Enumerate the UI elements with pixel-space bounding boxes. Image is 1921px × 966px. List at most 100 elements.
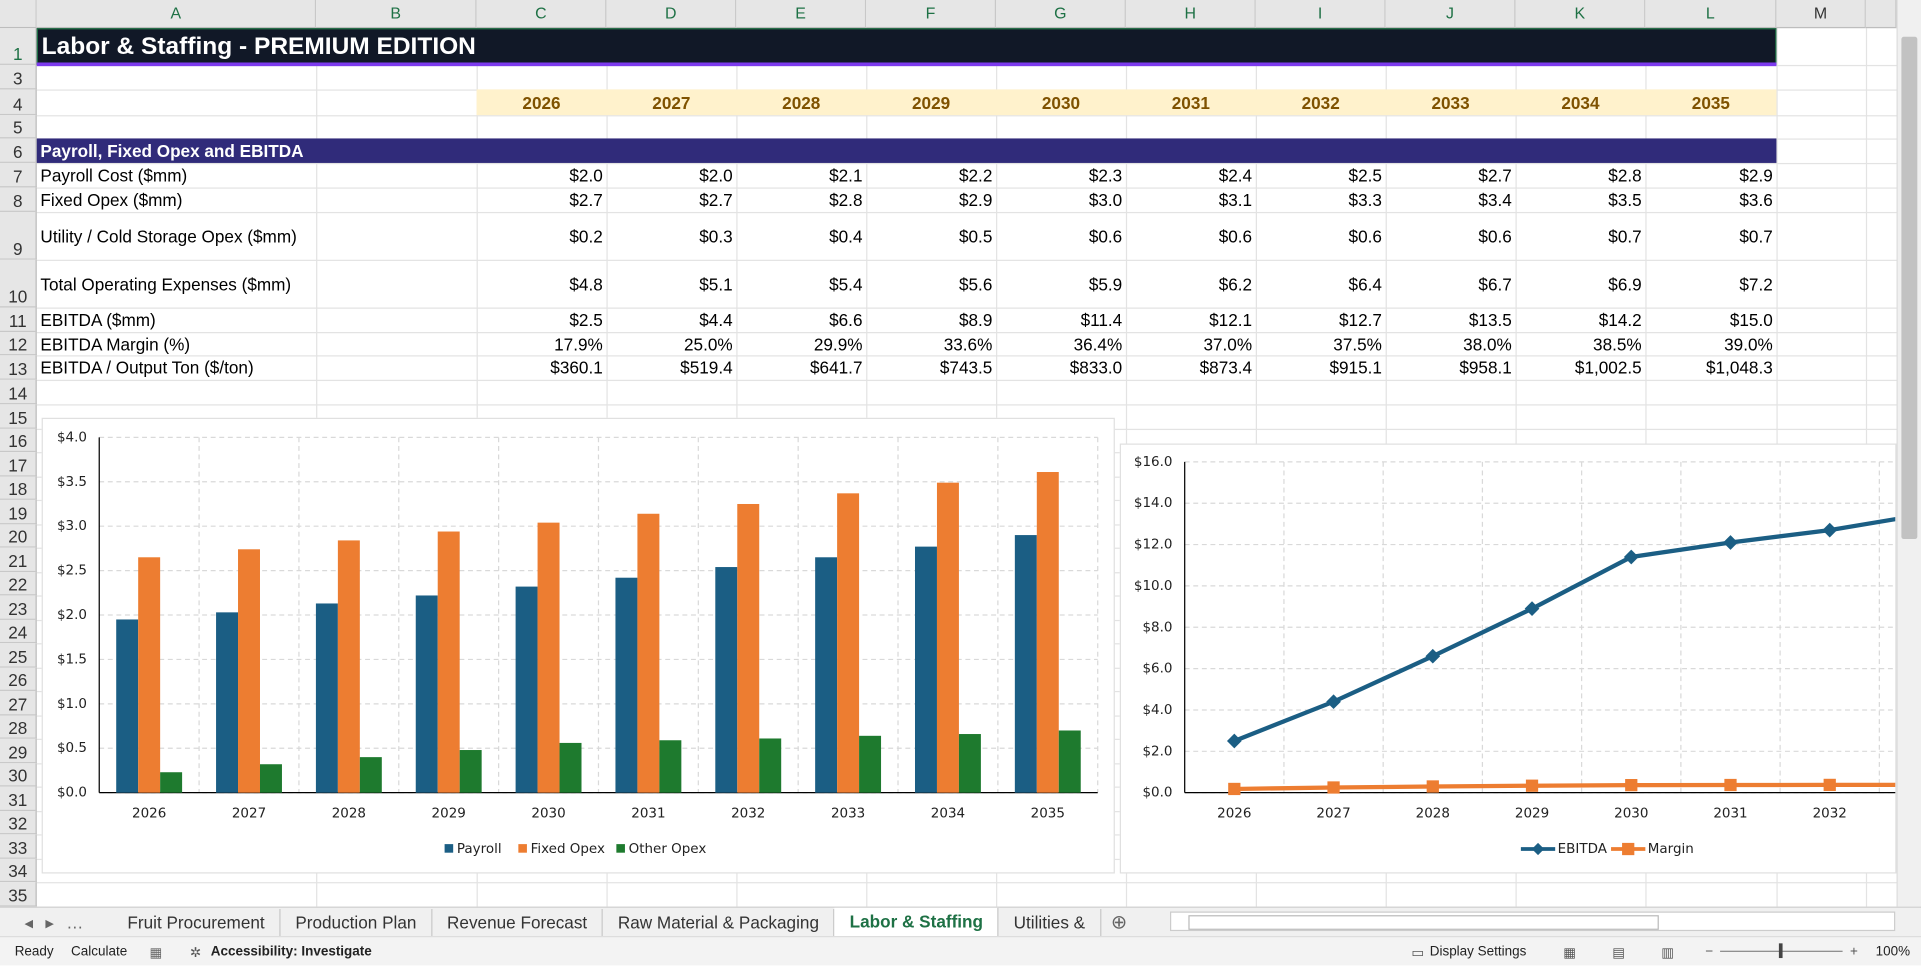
- value-cell[interactable]: $7.2: [1739, 273, 1773, 294]
- value-cell[interactable]: $6.7: [1478, 273, 1512, 294]
- value-cell[interactable]: 38.0%: [1463, 333, 1512, 354]
- vertical-scrollbar[interactable]: [1896, 0, 1921, 907]
- column-header[interactable]: C: [476, 0, 607, 29]
- normal-view[interactable]: ▦: [1563, 945, 1577, 961]
- macro-icon[interactable]: ▦: [149, 945, 163, 961]
- row-header[interactable]: 6: [0, 138, 37, 163]
- row-label[interactable]: Utility / Cold Storage Opex ($mm): [40, 226, 297, 246]
- value-cell[interactable]: $2.2: [958, 165, 993, 185]
- add-sheet[interactable]: ⊕: [1110, 912, 1128, 934]
- value-cell[interactable]: $5.4: [829, 273, 863, 294]
- value-cell[interactable]: 29.9%: [813, 333, 863, 354]
- title-cell[interactable]: Labor & Staffing - PREMIUM EDITION: [36, 28, 1777, 65]
- zoom-in[interactable]: +: [1849, 944, 1858, 960]
- row-header[interactable]: 7: [0, 162, 37, 188]
- row-label[interactable]: Total Operating Expenses ($mm): [40, 273, 292, 294]
- row-header[interactable]: 25: [0, 643, 37, 668]
- row-header[interactable]: 11: [0, 307, 37, 333]
- row-header[interactable]: 5: [0, 115, 37, 139]
- zoom-thumb[interactable]: [1778, 943, 1783, 959]
- value-cell[interactable]: 33.6%: [943, 333, 993, 354]
- row-header[interactable]: 31: [0, 786, 37, 811]
- row-header[interactable]: 20: [0, 523, 37, 548]
- value-cell[interactable]: $641.7: [810, 357, 863, 378]
- value-cell[interactable]: $3.5: [1608, 189, 1642, 210]
- row-header[interactable]: 24: [0, 619, 37, 644]
- row-header[interactable]: 29: [0, 739, 37, 763]
- status-zoom[interactable]: 100%: [1875, 944, 1911, 960]
- row-header[interactable]: 14: [0, 379, 37, 405]
- year-cell[interactable]: 2026: [522, 92, 561, 113]
- tab-nav[interactable]: ◂▸…: [24, 912, 96, 932]
- column-header[interactable]: L: [1645, 0, 1777, 29]
- value-cell[interactable]: $4.4: [699, 309, 733, 330]
- value-cell[interactable]: $743.5: [939, 357, 993, 378]
- value-cell[interactable]: 17.9%: [554, 333, 603, 354]
- value-cell[interactable]: $0.2: [569, 226, 603, 246]
- row-header[interactable]: 15: [0, 404, 37, 429]
- row-header[interactable]: 33: [0, 834, 37, 859]
- row-header[interactable]: 30: [0, 763, 37, 787]
- value-cell[interactable]: $2.7: [569, 189, 603, 210]
- value-cell[interactable]: 36.4%: [1073, 333, 1123, 354]
- sheet-tab[interactable]: Utilities &: [999, 908, 1102, 937]
- column-header[interactable]: H: [1125, 0, 1256, 29]
- row-header[interactable]: 4: [0, 89, 37, 116]
- row-header[interactable]: 13: [0, 355, 37, 380]
- value-cell[interactable]: $2.7: [1478, 165, 1512, 185]
- value-cell[interactable]: $0.6: [1348, 226, 1382, 246]
- row-header[interactable]: 3: [0, 64, 37, 90]
- row-header[interactable]: 28: [0, 715, 37, 740]
- value-cell[interactable]: $1,002.5: [1574, 357, 1642, 378]
- row-label[interactable]: EBITDA Margin (%): [40, 333, 191, 354]
- year-cell[interactable]: 2033: [1431, 92, 1470, 113]
- value-cell[interactable]: $12.7: [1339, 309, 1382, 330]
- value-cell[interactable]: $6.9: [1608, 273, 1642, 294]
- row-header[interactable]: 9: [0, 211, 37, 260]
- value-cell[interactable]: $15.0: [1729, 309, 1773, 330]
- value-cell[interactable]: $2.0: [569, 165, 603, 185]
- section-header[interactable]: Payroll, Fixed Opex and EBITDA: [36, 138, 1777, 163]
- year-cell[interactable]: 2032: [1301, 92, 1340, 113]
- column-header[interactable]: M: [1776, 0, 1866, 29]
- status-display[interactable]: Display Settings: [1429, 944, 1527, 960]
- value-cell[interactable]: 25.0%: [683, 333, 733, 354]
- value-cell[interactable]: $360.1: [550, 357, 603, 378]
- value-cell[interactable]: $5.9: [1088, 273, 1123, 294]
- value-cell[interactable]: $0.7: [1739, 226, 1773, 246]
- row-header[interactable]: 27: [0, 691, 37, 716]
- value-cell[interactable]: $0.6: [1218, 226, 1253, 246]
- row-header[interactable]: 16: [0, 428, 37, 453]
- row-header[interactable]: 32: [0, 810, 37, 835]
- value-cell[interactable]: $8.9: [958, 309, 993, 330]
- value-cell[interactable]: $11.4: [1080, 309, 1123, 330]
- year-cell[interactable]: 2028: [782, 92, 821, 113]
- year-cell[interactable]: 2035: [1691, 92, 1730, 113]
- row-header[interactable]: 21: [0, 547, 37, 572]
- value-cell[interactable]: $5.1: [699, 273, 733, 294]
- value-cell[interactable]: $12.1: [1209, 309, 1253, 330]
- year-cell[interactable]: 2031: [1171, 92, 1210, 113]
- value-cell[interactable]: 37.0%: [1203, 333, 1253, 354]
- value-cell[interactable]: $3.6: [1739, 189, 1773, 210]
- row-header[interactable]: 35: [0, 882, 37, 907]
- column-header[interactable]: E: [736, 0, 867, 29]
- value-cell[interactable]: $958.1: [1459, 357, 1512, 378]
- row-header[interactable]: 34: [0, 858, 37, 883]
- value-cell[interactable]: $3.1: [1218, 189, 1253, 210]
- column-header[interactable]: K: [1515, 0, 1646, 29]
- row-label[interactable]: Payroll Cost ($mm): [40, 165, 188, 185]
- sheet-tab[interactable]: Raw Material & Packaging: [603, 908, 835, 937]
- value-cell[interactable]: $4.8: [569, 273, 603, 294]
- value-cell[interactable]: $14.2: [1598, 309, 1642, 330]
- value-cell[interactable]: $6.6: [829, 309, 863, 330]
- sheet-tab[interactable]: Fruit Procurement: [113, 908, 281, 937]
- value-cell[interactable]: $915.1: [1329, 357, 1382, 378]
- value-cell[interactable]: $2.9: [958, 189, 993, 210]
- value-cell[interactable]: $0.4: [829, 226, 863, 246]
- page-break-view[interactable]: ▥: [1661, 945, 1675, 961]
- year-cell[interactable]: 2034: [1561, 92, 1600, 113]
- value-cell[interactable]: $2.7: [699, 189, 733, 210]
- value-cell[interactable]: $0.3: [699, 226, 733, 246]
- status-accessibility[interactable]: Accessibility: Investigate: [210, 944, 372, 960]
